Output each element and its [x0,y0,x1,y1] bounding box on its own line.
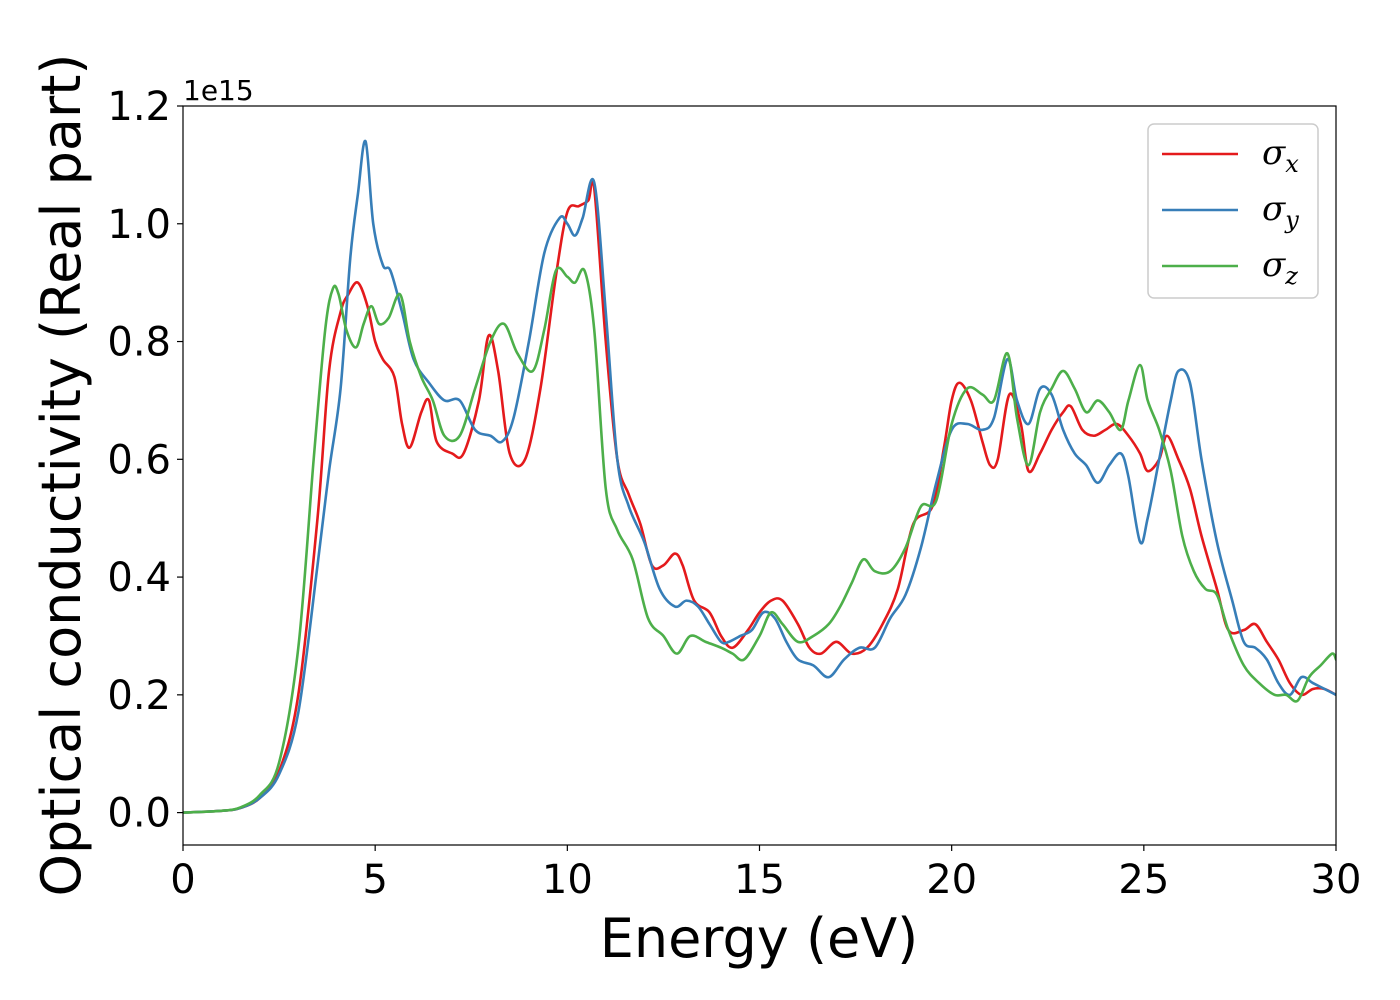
y-tick-label: 0.6 [107,437,171,483]
legend-label-z: σz [1262,245,1298,290]
legend-label-y: σy [1262,189,1299,234]
x-tick-label: 5 [362,857,387,903]
series-layer [183,140,1336,814]
x-axis-ticks: 0 5 10 15 20 25 30 [170,845,1361,903]
y-offset-label: 1e15 [183,74,254,107]
y-tick-label: 0.8 [107,320,171,366]
y-tick-label: 1.0 [107,202,171,248]
x-tick-label: 20 [926,857,977,903]
x-tick-label: 25 [1118,857,1169,903]
series-line-y [183,140,1336,814]
legend: σx σy σz [1147,123,1319,299]
series-line-z [183,266,1336,814]
y-tick-label: 0.4 [107,555,171,601]
y-axis-label: Optical conductivity (Real part) [30,54,93,897]
x-tick-label: 30 [1311,857,1362,903]
x-axis-label: Energy (eV) [600,907,919,970]
x-tick-label: 10 [542,857,593,903]
y-tick-label: 0.2 [107,673,171,719]
y-tick-label: 0.0 [107,791,171,837]
series-line-x [183,178,1336,814]
y-tick-label: 1.2 [107,84,171,130]
x-tick-label: 0 [170,857,195,903]
legend-label-x: σx [1262,133,1299,178]
y-axis-ticks: 0.0 0.2 0.4 0.6 0.8 1.0 1.2 [107,84,183,837]
x-tick-label: 15 [734,857,785,903]
